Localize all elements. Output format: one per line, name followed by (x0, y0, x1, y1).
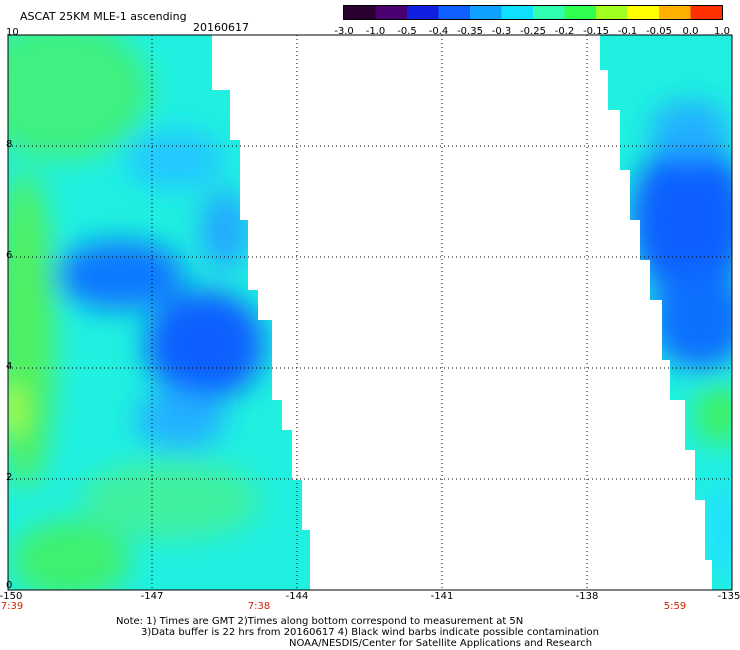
y-tick-0: 0 (6, 580, 13, 591)
y-tick-4: 4 (6, 361, 13, 372)
x-tick-150: -150 (0, 591, 23, 602)
colorbar-label: -0.35 (457, 26, 483, 37)
colorbar-label: -0.15 (583, 26, 609, 37)
colorbar-label: 1.0 (714, 26, 730, 37)
note-line-3: NOAA/NESDIS/Center for Satellite Applica… (289, 638, 593, 649)
x-tick-144: -144 (285, 591, 309, 602)
grid-lines (8, 35, 732, 590)
left-swath (8, 35, 310, 590)
right-swath (600, 35, 732, 590)
colorbar-label: -0.5 (397, 26, 417, 37)
time-label-mid: 7:38 (247, 601, 271, 612)
y-tick-6: 6 (6, 250, 13, 261)
x-tick-147: -147 (140, 591, 164, 602)
colorbar (343, 5, 723, 20)
note-line-2: 3)Data buffer is 22 hrs from 20160617 4)… (141, 627, 599, 638)
x-tick-141: -141 (430, 591, 454, 602)
colorbar-label: -0.4 (428, 26, 449, 37)
map-title: ASCAT 25KM MLE-1 ascending (20, 10, 187, 23)
time-label-right: 5:59 (663, 601, 687, 612)
x-tick-135: -135 (717, 591, 740, 602)
colorbar-label: -0.2 (554, 26, 575, 37)
colorbar-label: -0.3 (491, 26, 512, 37)
time-label-left: 7:39 (0, 601, 24, 612)
x-tick-138: -138 (575, 591, 599, 602)
y-tick-2: 2 (6, 472, 13, 483)
colorbar-label: 0.0 (682, 26, 699, 37)
colorbar-label: -3.0 (334, 26, 354, 37)
map-date: 20160617 (193, 21, 249, 34)
y-tick-8: 8 (6, 139, 13, 150)
colorbar-label: -0.1 (617, 26, 638, 37)
y-tick-10: 10 (6, 27, 19, 38)
colorbar-label: -1.0 (365, 26, 386, 37)
map-frame (7, 34, 733, 591)
colorbar-label: -0.05 (646, 26, 672, 37)
note-line-1: Note: 1) Times are GMT 2)Times along bot… (116, 616, 524, 627)
colorbar-label: -0.25 (520, 26, 546, 37)
